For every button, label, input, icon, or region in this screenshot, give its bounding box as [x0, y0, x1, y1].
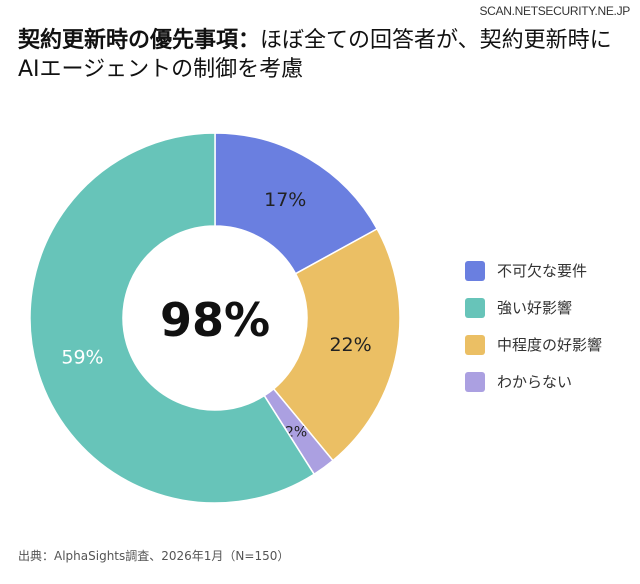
source-note: 出典：AlphaSights調査、2026年1月（N=150）: [18, 549, 290, 563]
legend-swatch: [465, 334, 485, 355]
legend: 不可欠な要件 強い好影響中程度の好影響 わからない: [465, 252, 602, 400]
data-label: 17%: [264, 189, 306, 211]
watermark: SCAN.NETSECURITY.NE.JP: [479, 4, 630, 18]
chart-title: 契約更新時の優先事項：ほぼ全ての回答者が、契約更新時にAIエージェントの制御を考…: [18, 26, 618, 84]
center-label: 98%: [160, 293, 270, 347]
legend-swatch: [465, 297, 485, 318]
title-rest: ほぼ全ての回答者が、契約更新時にAIエージェントの制御を考慮: [18, 28, 612, 82]
legend-swatch: [465, 371, 485, 392]
slice-1: [29, 132, 316, 504]
legend-item: 強い好影響: [465, 289, 602, 326]
legend-item: 中程度の好影響: [465, 326, 602, 363]
legend-label: 中程度の好影響: [497, 336, 603, 354]
data-label: 22%: [329, 334, 371, 356]
data-label: 59%: [61, 347, 103, 369]
title-bold: 契約更新時の優先事項：: [18, 28, 261, 53]
slice-2: [272, 227, 401, 462]
legend-label: わからない: [497, 373, 573, 391]
slice-0: [214, 132, 379, 275]
legend-item: わからない: [465, 363, 602, 400]
legend-label: 強い好影響: [497, 299, 573, 317]
legend-swatch: [465, 260, 485, 281]
legend-label: 不可欠な要件: [497, 262, 588, 280]
legend-item: 不可欠な要件: [465, 252, 602, 289]
